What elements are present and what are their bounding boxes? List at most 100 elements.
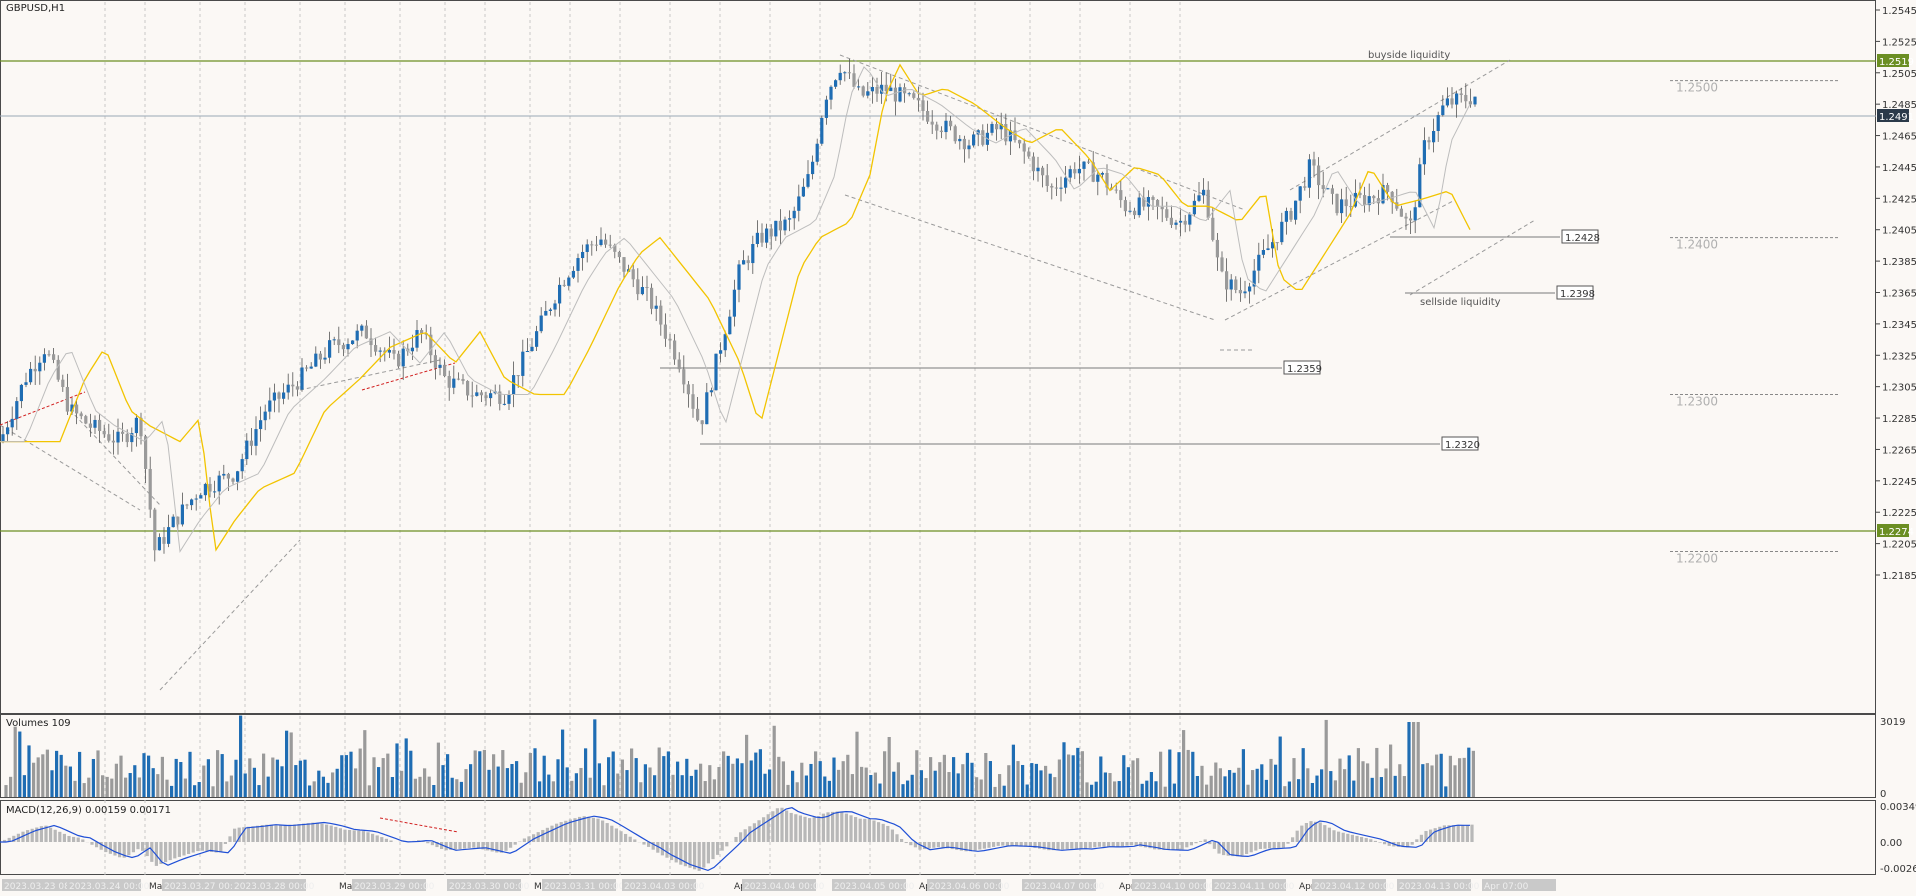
candle-body	[654, 305, 658, 309]
macd-hist-bar	[647, 842, 651, 847]
volume-bar	[1347, 755, 1351, 797]
volume-bar	[823, 776, 827, 797]
time-axis-label: Apr	[919, 882, 935, 892]
macd-hist-bar	[463, 842, 467, 849]
macd-hist-bar	[706, 842, 710, 864]
volumes-title: Volumes 109	[6, 718, 71, 729]
price-tag-lower-bg	[1877, 524, 1909, 537]
macd-hist-bar	[35, 827, 39, 842]
volume-bar	[432, 785, 436, 797]
macd-signal-line	[0, 807, 1470, 872]
volume-bar	[1126, 767, 1130, 797]
candle-body	[1206, 189, 1210, 218]
candle-body	[484, 395, 488, 399]
macd-hist-bar	[1263, 842, 1267, 849]
candle-body	[521, 351, 525, 376]
trendline-drawings[interactable]	[0, 54, 1876, 833]
time-axis-label: 2023.04.13 00:00	[1399, 882, 1480, 892]
time-axis-label: 2023.03.24 00:00	[69, 882, 150, 892]
macd-hist-bar	[269, 825, 273, 842]
macd-hist-bar	[1093, 842, 1097, 848]
price-tick-label: 1.2485	[1882, 100, 1916, 111]
candle-body	[397, 353, 401, 367]
volume-bar	[919, 770, 923, 797]
candle-body	[383, 350, 387, 353]
candle-body	[677, 359, 681, 370]
candle-body	[1082, 161, 1086, 169]
volume-bar	[850, 774, 854, 797]
macd-hist-bar	[196, 842, 200, 852]
candle-body	[1395, 202, 1399, 209]
volume-bar	[1421, 764, 1425, 797]
candle-body	[604, 239, 608, 245]
macd-hist-bar	[1406, 842, 1410, 848]
macd-hist-bar	[76, 837, 80, 842]
macd-hist-bar	[21, 831, 25, 842]
macd-hist-bar	[113, 842, 117, 856]
candle-body	[254, 429, 258, 446]
price-chart-panel[interactable]	[0, 0, 1876, 714]
volume-bar	[142, 753, 146, 797]
macd-hist-bar	[550, 825, 554, 842]
volume-bar	[1246, 784, 1250, 797]
candle-body	[1436, 115, 1440, 132]
macd-hist-bar	[895, 834, 899, 842]
candle-body	[56, 359, 60, 380]
volume-bar	[110, 778, 114, 797]
macd-hist-bar	[1327, 827, 1331, 842]
channel-line	[159, 539, 301, 691]
volume-bar	[1025, 784, 1029, 797]
ma-fast-line	[0, 66, 1471, 553]
macd-hist-bar	[302, 823, 306, 842]
candle-body	[686, 384, 690, 395]
macd-hist-bar	[1157, 842, 1161, 850]
macd-hist-bar	[58, 831, 62, 842]
price-scale[interactable]: 1.2545 1.2525 1.2505 1.2485 1.2465 1.2445 1.24…	[1876, 6, 1916, 875]
volume-bar	[653, 775, 657, 797]
macd-hist-bar	[159, 842, 163, 864]
candle-body	[1114, 189, 1118, 191]
volume-bar	[717, 766, 721, 797]
volume-bar	[892, 771, 896, 797]
candle-body	[1151, 196, 1155, 200]
volume-bar	[1310, 782, 1314, 797]
volume-bar	[151, 768, 155, 797]
macd-hist-bar	[1314, 821, 1318, 842]
volume-bar	[841, 761, 845, 797]
candle-body	[1133, 210, 1137, 216]
volume-bar	[657, 747, 661, 797]
volume-bar	[947, 772, 951, 797]
volume-bar	[965, 752, 969, 797]
price-tick-label: 1.2525	[1882, 37, 1916, 48]
volume-bar	[1393, 775, 1397, 797]
round-level-label: 1.2200	[1676, 551, 1718, 565]
volume-bar	[50, 770, 54, 797]
volume-bar	[832, 757, 836, 797]
volume-bar	[712, 779, 716, 797]
volumes-frame	[0, 714, 1876, 798]
macd-hist-bar	[1005, 842, 1009, 846]
macd-hist-bar	[624, 833, 628, 842]
macd-hist-bar	[1424, 830, 1428, 842]
volume-bars	[4, 715, 1475, 797]
macd-hist-bar	[628, 836, 632, 842]
volume-bar	[763, 773, 767, 797]
volume-bar	[961, 764, 965, 797]
volume-bar	[1021, 764, 1025, 797]
time-label-bg	[622, 879, 696, 891]
round-level-label: 1.2300	[1676, 395, 1718, 409]
candle-body	[1303, 186, 1307, 188]
volume-bar	[446, 754, 450, 797]
macd-hist-bar	[605, 823, 609, 842]
macd-hist-bar	[380, 837, 384, 842]
candle-body	[1363, 195, 1367, 206]
macd-hist-bar	[674, 842, 678, 863]
volume-bar	[1172, 783, 1176, 797]
volume-bar	[1274, 764, 1278, 797]
volume-bar	[436, 742, 440, 797]
macd-hist-bar	[656, 842, 660, 853]
price-tick-label: 1.2445	[1882, 163, 1916, 174]
volume-bar	[464, 769, 468, 797]
